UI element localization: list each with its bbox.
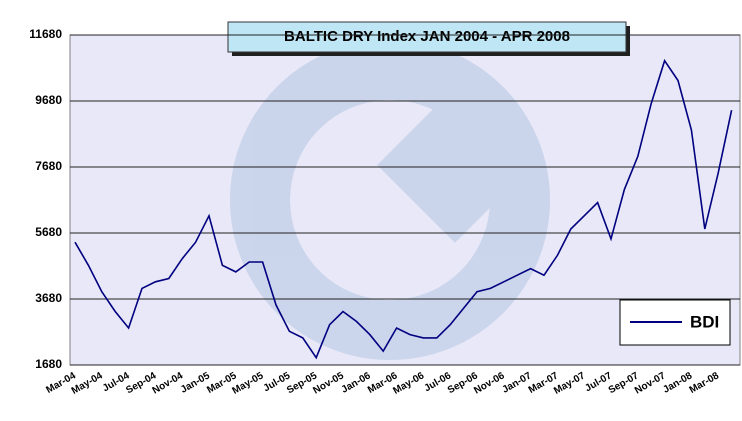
y-tick-label: 7680	[35, 159, 62, 173]
chart-title: BALTIC DRY Index JAN 2004 - APR 2008	[284, 28, 570, 45]
legend-label: BDI	[690, 312, 719, 331]
x-tick-label: May-04	[70, 370, 105, 397]
y-tick-label: 1680	[35, 357, 62, 371]
x-tick-label: Nov-07	[633, 370, 668, 396]
x-tick-label: Nov-04	[151, 370, 186, 396]
x-tick-label: May-07	[552, 370, 587, 397]
x-tick-label: Nov-06	[472, 370, 507, 396]
x-tick-label: May-06	[391, 370, 426, 397]
x-tick-label: Mar-08	[688, 370, 722, 396]
x-tick-label: May-05	[231, 370, 266, 397]
y-tick-label: 3680	[35, 291, 62, 305]
y-tick-label: 5680	[35, 225, 62, 239]
y-tick-label: 9680	[35, 93, 62, 107]
data-line	[74, 58, 733, 360]
title-box	[227, 21, 627, 53]
watermark	[230, 40, 550, 360]
y-tick-label: 11680	[29, 27, 62, 41]
x-tick-label: Nov-05	[311, 370, 346, 396]
